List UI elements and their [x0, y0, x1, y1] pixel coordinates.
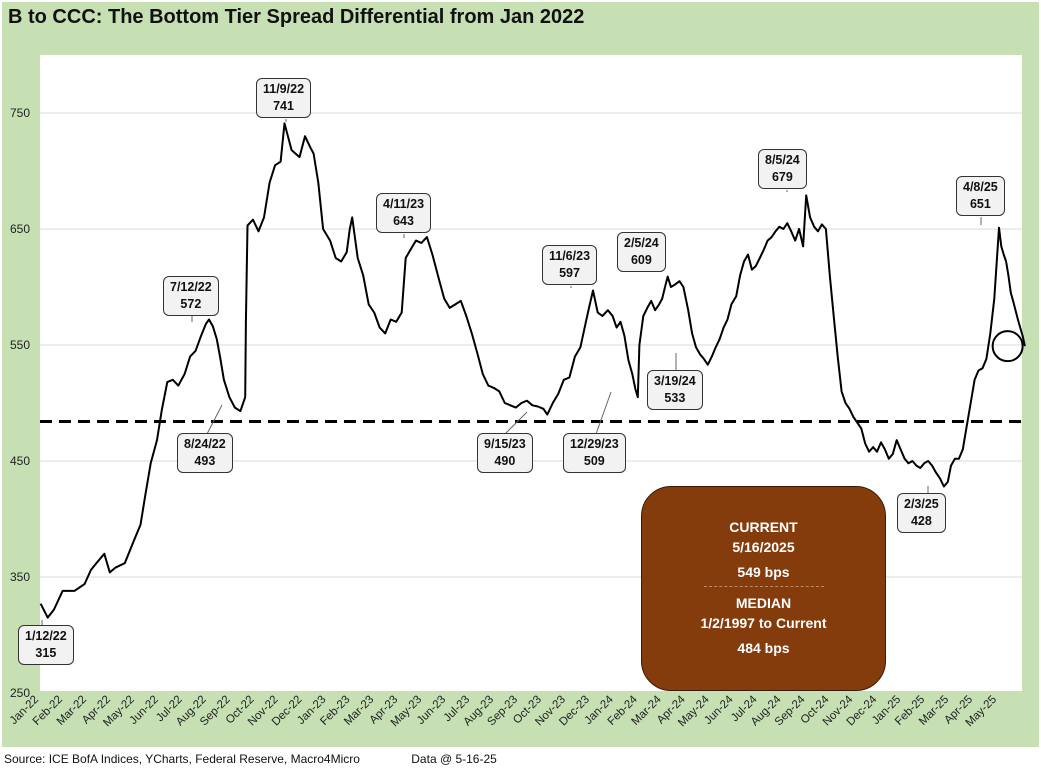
annotation-date: 12/29/23 — [570, 437, 619, 451]
annotation-value: 679 — [771, 170, 793, 184]
annotation-value: 533 — [664, 391, 686, 405]
annotation-leader — [206, 404, 223, 435]
annotation-value: 493 — [194, 454, 216, 468]
source-note: Source: ICE BofA Indices, YCharts, Feder… — [4, 752, 360, 766]
annotation-callout: 2/3/25 428 — [897, 493, 946, 533]
annotation-value: 509 — [583, 454, 605, 468]
annotation-callout: 8/5/24 679 — [758, 149, 807, 189]
annotation-value: 490 — [494, 454, 516, 468]
annotation-callout: 7/12/22 572 — [163, 276, 219, 316]
annotation-value: 597 — [559, 266, 580, 280]
current-label: CURRENT — [729, 519, 798, 535]
median-value: 484 bps — [737, 640, 790, 656]
annotation-callout: 12/29/23 509 — [563, 433, 626, 473]
annotation-leader — [595, 391, 612, 435]
annotation-value: 572 — [180, 297, 202, 311]
annotation-callout: 11/9/22 741 — [256, 78, 312, 118]
annotation-value: 643 — [393, 214, 414, 228]
median-range: 1/2/1997 to Current — [700, 615, 827, 631]
title-bar: B to CCC: The Bottom Tier Spread Differe… — [2, 2, 1039, 32]
annotation-callout: 1/12/22 315 — [18, 625, 74, 665]
annotation-leader — [504, 411, 528, 435]
data-date: Data @ 5-16-25 — [411, 752, 497, 766]
annotation-leaders — [41, 119, 982, 627]
annotation-value: 315 — [35, 646, 57, 660]
y-tick-label: 350 — [10, 570, 30, 584]
annotation-date: 11/9/22 — [263, 82, 305, 96]
annotation-date: 4/11/23 — [383, 197, 425, 211]
stats-divider — [704, 586, 824, 587]
annotation-date: 8/5/24 — [765, 153, 800, 167]
median-label: MEDIAN — [735, 595, 792, 611]
chart-title: B to CCC: The Bottom Tier Spread Differe… — [8, 6, 585, 28]
annotation-value: 651 — [969, 197, 991, 211]
y-tick-label: 650 — [10, 222, 30, 236]
annotation-callout: 3/19/24 533 — [647, 370, 703, 410]
series-line — [39, 122, 1026, 619]
annotation-callout: 4/8/25 651 — [956, 176, 1005, 216]
annotation-date: 2/3/25 — [904, 497, 939, 511]
current-marker-group — [991, 330, 1024, 363]
annotation-date: 7/12/22 — [170, 280, 212, 294]
annotation-value: 741 — [273, 99, 294, 113]
annotation-date: 8/24/22 — [184, 437, 226, 451]
annotation-callout: 8/24/22 493 — [177, 433, 233, 473]
annotation-callout: 4/11/23 643 — [376, 193, 432, 233]
annotation-value: 609 — [630, 253, 652, 267]
current-marker — [991, 330, 1024, 363]
annotation-callout: 2/5/24 609 — [617, 232, 666, 272]
y-tick-label: 450 — [10, 454, 30, 468]
y-tick-label: 550 — [10, 338, 30, 352]
annotation-date: 4/8/25 — [963, 180, 998, 194]
stats-box: CURRENT 5/16/2025 549 bps MEDIAN 1/2/199… — [641, 486, 886, 691]
annotation-date: 2/5/24 — [624, 236, 659, 250]
annotation-callout: 11/6/23 597 — [542, 245, 598, 285]
y-tick-label: 250 — [10, 686, 30, 700]
current-date: 5/16/2025 — [732, 539, 795, 555]
annotation-date: 1/12/22 — [25, 629, 67, 643]
y-tick-label: 750 — [10, 106, 30, 120]
series-group — [39, 122, 1026, 619]
current-value: 549 bps — [737, 564, 790, 580]
y-axis-ticks: 250 350 450 550 650 750 — [10, 106, 30, 700]
annotation-value: 428 — [910, 514, 932, 528]
annotation-callout: 9/15/23 490 — [477, 433, 533, 473]
annotation-date: 3/19/24 — [654, 374, 696, 388]
annotation-date: 9/15/23 — [484, 437, 526, 451]
annotation-date: 11/6/23 — [549, 249, 591, 263]
footer: Source: ICE BofA Indices, YCharts, Feder… — [4, 752, 497, 766]
x-axis-ticks: Jan-22Feb-22Mar-22Apr-22May-22Jun-22Jul-… — [8, 693, 999, 729]
